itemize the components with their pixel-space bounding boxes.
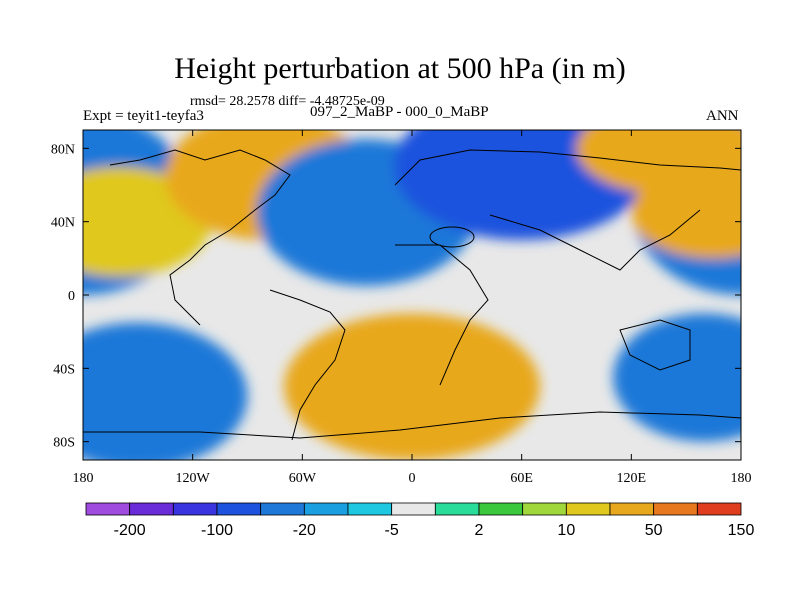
colorbar-label: -100	[201, 522, 233, 539]
y-tick-label: 80S	[53, 436, 75, 451]
colorbar-swatch	[434, 502, 480, 516]
coast-antarctica	[83, 411, 741, 439]
season-label: ANN	[706, 108, 739, 124]
colorbar-swatch	[85, 502, 131, 516]
x-tick-label: 60E	[510, 471, 533, 486]
colorbar-swatch	[609, 502, 655, 516]
x-tick-label: 0	[409, 471, 416, 486]
x-tick-label: 180	[731, 471, 752, 486]
colorbar-swatch	[303, 502, 349, 516]
colorbar-swatch	[391, 502, 436, 516]
colorbar-swatch	[347, 502, 393, 516]
colorbar-label: -200	[114, 522, 146, 539]
field-blob	[631, 166, 741, 259]
coast-australia	[619, 319, 691, 371]
coast-eurasia	[394, 149, 741, 186]
coast-north-america	[109, 149, 291, 326]
coast-south-america	[269, 289, 346, 441]
colorbar-swatch	[216, 502, 262, 516]
colorbar-label: 10	[557, 522, 575, 539]
x-tick-label: 120E	[617, 471, 647, 486]
coast-asia-south	[489, 209, 701, 271]
chart-title: Height perturbation at 500 hPa (in m)	[174, 52, 626, 85]
colorbar-swatch	[260, 502, 305, 516]
x-axis: 180 120W 60W 0 60E 120E 180	[73, 130, 752, 486]
y-axis: 80N 40N 0 40S 80S	[51, 142, 741, 451]
colorbar-label: 2	[475, 522, 484, 539]
colorbar-swatch	[696, 502, 742, 516]
field-layer	[83, 130, 741, 460]
colorbar-label: -20	[293, 522, 316, 539]
y-tick-label: 0	[68, 289, 75, 304]
subtitle-label: 097_2_MaBP - 000_0_MaBP	[310, 104, 489, 120]
caspian-feature	[429, 226, 475, 248]
y-tick-label: 40N	[51, 216, 75, 231]
colorbar-swatch	[478, 502, 524, 516]
colorbar-swatch	[129, 502, 174, 516]
field-blob	[284, 313, 540, 460]
colorbar: -200 -100 -20 -5 2 10 50 150	[85, 502, 755, 539]
plot-area	[83, 130, 741, 460]
colorbar-label: -5	[385, 522, 399, 539]
colorbar-swatch	[172, 502, 218, 516]
colorbar-label: 50	[645, 522, 663, 539]
x-tick-label: 60W	[289, 471, 317, 486]
colorbar-label: 150	[728, 522, 755, 539]
x-tick-label: 180	[73, 471, 94, 486]
y-tick-label: 80N	[51, 142, 75, 157]
colorbar-swatch	[565, 502, 611, 516]
y-tick-label: 40S	[53, 362, 75, 377]
experiment-label: Expt = teyit1-teyfa3	[83, 108, 204, 124]
colorbar-swatch	[653, 502, 698, 516]
colorbar-swatch	[522, 502, 567, 516]
x-tick-label: 120W	[176, 471, 211, 486]
field-blob	[83, 322, 248, 460]
field-blob	[613, 313, 741, 442]
stats-text: rmsd= 28.2578 diff= -4.48725e-09	[190, 94, 385, 109]
coastlines	[83, 149, 741, 441]
